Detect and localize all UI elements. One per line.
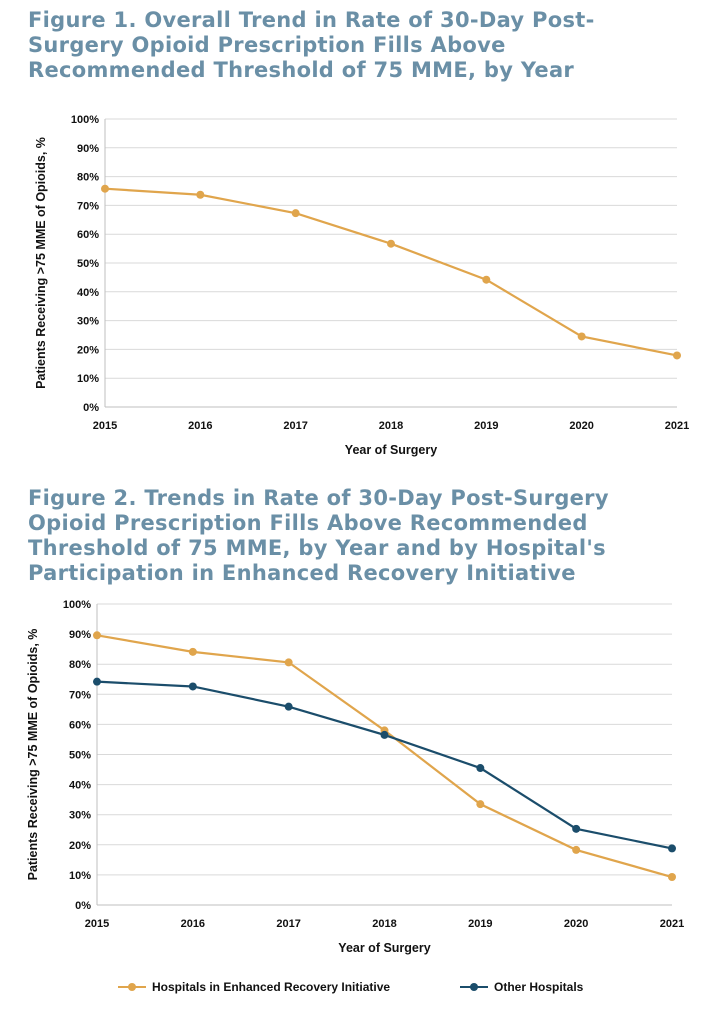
fig1-xtick-label: 2019: [474, 420, 498, 432]
fig2-ytick-label: 60%: [69, 719, 91, 731]
fig2-y-axis-title: Patients Receiving >75 MME of Opioids, %: [26, 629, 40, 881]
fig2-series-0-point: [668, 873, 676, 882]
fig1-series-0-line: [104, 187, 678, 357]
figure-1-title: Figure 1. Overall Trend in Rate of 30-Da…: [28, 8, 595, 82]
fig1-series-0-point: [291, 209, 300, 218]
legend-label-other-hospitals: Other Hospitals: [494, 980, 584, 994]
legend-label-enhanced-recovery: Hospitals in Enhanced Recovery Initiativ…: [152, 980, 391, 994]
fig2-ytick-label: 20%: [69, 840, 91, 852]
fig1-ytick-label: 90%: [77, 143, 99, 155]
legend-swatch-enhanced-recovery: [118, 983, 146, 991]
fig1-ytick-label: 30%: [77, 316, 99, 328]
fig1-xtick-label: 2018: [379, 420, 403, 432]
fig1-xtick-label: 2021: [665, 420, 689, 432]
fig1-series-0-point: [101, 184, 109, 193]
fig2-series-1-point: [188, 682, 197, 691]
fig1-ytick-label: 10%: [77, 373, 99, 385]
fig1-series-0-point: [673, 351, 681, 360]
figure-2-title: Figure 2. Trends in Rate of 30-Day Post-…: [28, 486, 609, 585]
fig2-xtick-label: 2018: [372, 918, 396, 930]
fig2-series-0-point: [284, 658, 293, 667]
fig2-xtick-label: 2016: [181, 918, 205, 930]
fig2-series-0-line: [96, 634, 673, 879]
fig2-ytick-label: 100%: [63, 599, 91, 611]
fig1-y-axis-title: Patients Receiving >75 MME of Opioids, %: [34, 137, 48, 389]
legend-item-enhanced-recovery: Hospitals in Enhanced Recovery Initiativ…: [118, 980, 390, 994]
fig1-x-axis-title: Year of Surgery: [345, 443, 437, 457]
fig1-series-0-point: [196, 190, 205, 199]
fig2-ytick-label: 10%: [69, 870, 91, 882]
fig2-series-0-point: [476, 800, 485, 809]
fig2-ytick-label: 0%: [75, 900, 91, 912]
fig2-ytick-label: 50%: [69, 750, 91, 762]
fig2-series-0-point: [188, 647, 197, 656]
legend-item-other-hospitals: Other Hospitals: [460, 980, 583, 994]
fig2-series-1-point: [380, 730, 389, 739]
fig2-series-1-point: [93, 677, 101, 686]
fig2-series-1-point: [476, 764, 485, 773]
fig2-ytick-label: 90%: [69, 629, 91, 641]
figure-2-chart: 0% 10% 20% 30% 40% 50% 60% 70% 80% 90% 100% 2015 201…: [26, 599, 684, 955]
fig1-xtick-label: 2020: [569, 420, 593, 432]
fig1-series-0-point: [577, 332, 586, 341]
fig2-ytick-label: 70%: [69, 689, 91, 701]
fig2-xtick-label: 2019: [468, 918, 492, 930]
fig2-xtick-label: 2015: [85, 918, 109, 930]
fig1-ytick-label: 20%: [77, 344, 99, 356]
fig1-gridlines: [105, 118, 677, 408]
fig2-xtick-label: 2017: [276, 918, 300, 930]
fig1-series-0-point: [387, 239, 395, 248]
fig1-ytick-label: 100%: [71, 114, 99, 126]
fig2-series-1-line: [96, 680, 673, 850]
fig1-ytick-label: 80%: [77, 172, 99, 184]
fig1-series-0-point: [482, 275, 491, 284]
fig2-ytick-label: 30%: [69, 810, 91, 822]
fig1-ytick-label: 0%: [83, 402, 99, 414]
fig1-ytick-label: 60%: [77, 229, 99, 241]
fig2-ytick-label: 80%: [69, 659, 91, 671]
fig2-ytick-label: 40%: [69, 780, 91, 792]
fig1-ytick-label: 70%: [77, 200, 99, 212]
figure-2-legend: Hospitals in Enhanced Recovery Initiativ…: [0, 980, 708, 1002]
fig2-x-axis-title: Year of Surgery: [338, 941, 430, 955]
legend-swatch-other-hospitals: [460, 983, 488, 991]
fig1-ytick-label: 50%: [77, 258, 99, 270]
fig2-series-1-point: [668, 844, 676, 853]
fig2-series-1-point: [572, 824, 581, 833]
fig1-xtick-label: 2015: [93, 420, 117, 432]
fig2-xtick-label: 2020: [564, 918, 588, 930]
figure-1-chart: 0% 10% 20% 30% 40% 50% 60% 70% 80% 90% 100% 2015 201…: [34, 114, 689, 457]
fig2-xtick-label: 2021: [660, 918, 684, 930]
fig2-series-1-point: [284, 702, 293, 711]
fig1-ytick-label: 40%: [77, 287, 99, 299]
fig1-xtick-label: 2016: [188, 420, 212, 432]
fig2-series-0-point: [93, 631, 101, 640]
fig2-series-0-point: [572, 845, 581, 854]
fig1-xtick-label: 2017: [283, 420, 307, 432]
